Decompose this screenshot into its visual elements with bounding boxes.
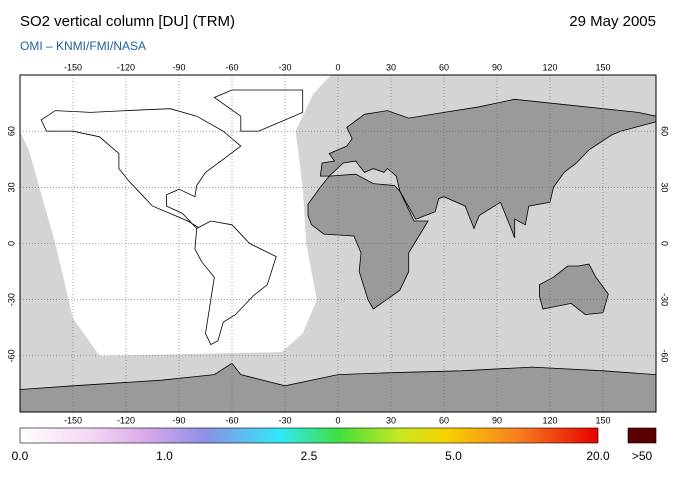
colorbar [19, 427, 599, 444]
lat-tick-label: 60 [6, 126, 16, 136]
lon-tick-label: 60 [439, 415, 449, 425]
lon-tick-label: -120 [117, 62, 135, 72]
lon-tick-label: 60 [439, 62, 449, 72]
lat-tick-label: 30 [660, 182, 670, 192]
date: 29 May 2005 [569, 13, 656, 30]
lon-tick-label: 0 [335, 62, 340, 72]
colorbar-overflow [627, 427, 657, 444]
credit: OMI – KNMI/FMI/NASA [20, 39, 146, 53]
lon-tick-label: -150 [64, 62, 82, 72]
lon-tick-label: -90 [172, 415, 185, 425]
lon-tick-label: -30 [278, 415, 291, 425]
north-america [40, 108, 242, 229]
lon-tick-label: -60 [225, 415, 238, 425]
map-frame [19, 74, 657, 413]
lat-tick-label: 0 [6, 241, 16, 246]
lat-tick-label: 60 [660, 126, 670, 136]
lon-tick-label: 0 [335, 415, 340, 425]
lon-tick-label: 30 [386, 415, 396, 425]
lon-tick-label: 90 [492, 62, 502, 72]
greenland [213, 89, 304, 132]
colorbar-label: 5.0 [445, 449, 462, 463]
lon-tick-label: -30 [278, 62, 291, 72]
lon-tick-label: 150 [595, 62, 610, 72]
lat-tick-label: -60 [660, 349, 670, 362]
lon-tick-label: 120 [542, 415, 557, 425]
south-america [194, 220, 277, 346]
title: SO2 vertical column [DU] (TRM) [20, 13, 235, 30]
lon-tick-label: 120 [542, 62, 557, 72]
lon-tick-label: -150 [64, 415, 82, 425]
lon-tick-label: -60 [225, 62, 238, 72]
lat-tick-label: -60 [6, 349, 16, 362]
colorbar-label: 0.0 [12, 449, 29, 463]
lon-tick-label: 90 [492, 415, 502, 425]
lon-tick-label: 30 [386, 62, 396, 72]
lon-tick-label: -90 [172, 62, 185, 72]
colorbar-overflow-label: >50 [632, 449, 653, 463]
lat-tick-label: 0 [660, 241, 670, 246]
lon-tick-label: -120 [117, 415, 135, 425]
map-area [20, 75, 656, 412]
colorbar-label: 2.5 [301, 449, 318, 463]
colorbar-label: 1.0 [156, 449, 173, 463]
colorbar-label: 20.0 [586, 449, 610, 463]
lat-tick-label: -30 [660, 293, 670, 306]
lat-tick-label: 30 [6, 182, 16, 192]
australia [539, 263, 609, 316]
eurasia [319, 98, 656, 239]
lon-tick-label: 150 [595, 415, 610, 425]
lat-tick-label: -30 [6, 293, 16, 306]
